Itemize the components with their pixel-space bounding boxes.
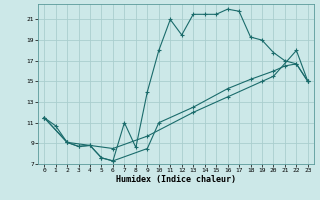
X-axis label: Humidex (Indice chaleur): Humidex (Indice chaleur)	[116, 175, 236, 184]
